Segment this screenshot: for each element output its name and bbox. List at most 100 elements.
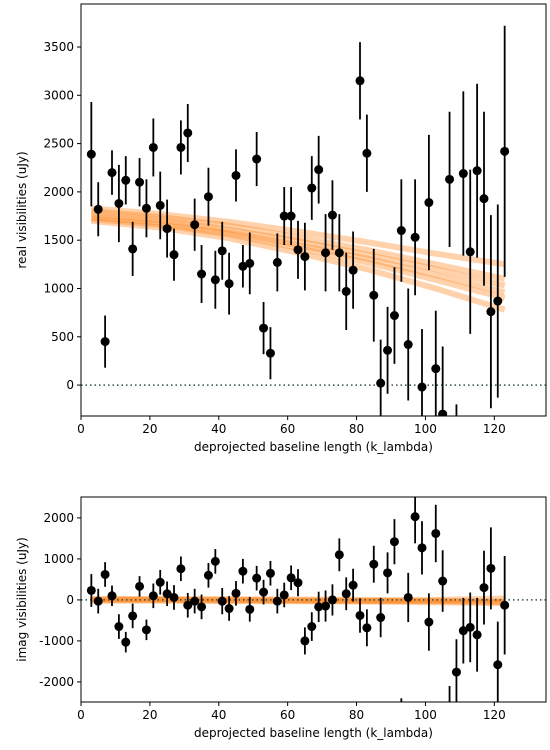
data-point [279,211,289,221]
data-point [362,148,372,158]
data-point [389,311,399,321]
data-point [155,200,165,210]
model-line [91,596,505,607]
data-point [465,247,475,257]
data-point [183,128,193,138]
data-point [334,550,344,560]
y-tick-label: 2000 [43,511,74,525]
data-point [300,636,310,646]
data-point [197,269,207,279]
data-point [245,258,255,268]
data-point [369,290,379,300]
data-point [203,570,213,580]
data-point [396,226,406,236]
data-point [224,279,234,289]
data-point [452,439,461,448]
x-tick-label: 80 [349,708,364,722]
x-tick-label: 60 [280,422,295,436]
data-point [252,154,262,164]
data-point [286,211,296,221]
data-point [238,566,248,576]
x-tick-label: 0 [77,708,85,722]
data-point [93,204,103,214]
data-point [314,165,324,175]
data-point [493,296,503,306]
y-tick-label: 3500 [43,40,74,54]
data-point [169,250,179,260]
data-point [217,596,227,606]
y-tick-label: 1000 [43,552,74,566]
x-tick-label: 100 [414,422,437,436]
data-point [272,257,282,267]
data-point [252,573,262,583]
x-tick-label: 40 [211,708,226,722]
data-point [493,660,503,670]
x-tick-label: 20 [142,708,157,722]
y-axis-label: real visibilities (uJy) [15,151,29,268]
data-point [376,613,386,623]
data-point [341,286,351,296]
data-point [231,588,241,598]
data-point [445,702,454,711]
data-point [417,382,427,392]
data-point [389,537,399,547]
data-point [128,244,138,254]
x-tick-label: 100 [414,708,437,722]
data-point [451,667,461,677]
data-point [500,146,510,156]
data-point [348,580,358,590]
data-point [465,622,475,632]
data-point [169,592,179,602]
data-point [86,149,96,159]
data-point [272,596,282,606]
data-point [403,592,413,602]
data-point [486,563,496,573]
y-tick-label: 2500 [43,137,74,151]
data-point [265,348,275,358]
y-tick-label: 0 [66,593,74,607]
data-point [383,568,393,578]
data-point [114,198,124,208]
data-point [431,528,441,538]
y-tick-label: -1000 [39,634,74,648]
data-point [259,323,269,333]
data-point [486,307,496,317]
data-point [93,596,103,606]
data-point [327,595,337,605]
data-point [100,337,110,347]
plot-area [81,497,546,715]
data-point [141,625,151,635]
data-point [148,591,158,601]
data-point [327,210,337,220]
data-point [293,578,303,588]
data-point [321,601,331,611]
data-point [369,559,379,569]
data-point [286,573,296,583]
data-point [458,169,468,179]
data-point [135,581,145,591]
data-point [121,637,131,647]
data-point [479,583,489,593]
data-point [141,203,151,213]
data-point [197,602,207,612]
data-point [148,142,158,152]
data-point [403,340,413,350]
data-point [383,345,393,355]
data-point [438,576,448,586]
data-point [217,246,227,256]
x-tick-label: 20 [142,422,157,436]
data-point [162,224,172,234]
data-point [183,600,193,610]
data-point [355,76,365,86]
data-point [265,568,275,578]
y-tick-label: 1000 [43,281,74,295]
data-point [162,589,172,599]
y-tick-label: 1500 [43,233,74,247]
y-tick-label: 2000 [43,185,74,199]
data-point [397,706,406,715]
data-point [293,245,303,255]
data-point [176,564,186,574]
data-point [210,556,220,566]
data-point [424,198,434,208]
